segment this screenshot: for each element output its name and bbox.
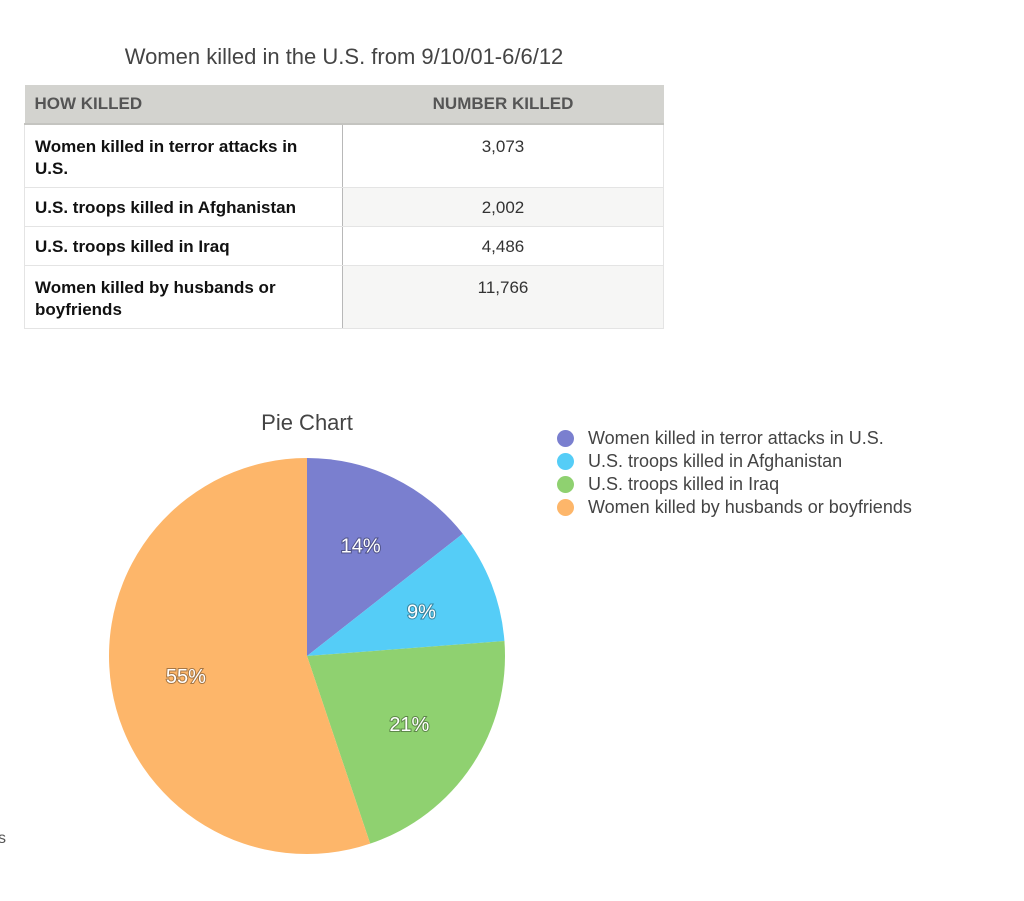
- row-value: 3,073: [342, 124, 664, 188]
- legend-swatch: [557, 453, 574, 470]
- legend-label: U.S. troops killed in Iraq: [588, 474, 780, 494]
- slice-percent-label: 21%: [389, 714, 429, 736]
- table-title: Women killed in the U.S. from 9/10/01-6/…: [124, 44, 564, 69]
- pie-slice: [307, 533, 505, 656]
- legend-swatch: [557, 430, 574, 447]
- pie-chart-title: Pie Chart: [261, 410, 353, 435]
- row-label: Women killed by husbands or boyfriends: [24, 265, 343, 329]
- legend-item: U.S. troops killed in Afghanistan: [557, 450, 912, 473]
- slice-percent-label: 9%: [407, 602, 436, 624]
- table-row: U.S. troops killed in Iraq 4,486: [24, 226, 664, 266]
- pie-slice: [307, 641, 506, 844]
- pie-slice: [109, 458, 371, 854]
- slice-percent-label: 14%: [341, 536, 381, 558]
- legend-label: U.S. troops killed in Afghanistan: [588, 451, 843, 471]
- legend-swatch: [557, 476, 574, 493]
- legend-item: U.S. troops killed in Iraq: [557, 473, 912, 496]
- table-row: Women killed in terror attacks in U.S. 3…: [24, 124, 664, 188]
- table-header-row: HOW KILLED NUMBER KILLED: [24, 85, 664, 125]
- pie-slice: [307, 458, 463, 656]
- table-row: U.S. troops killed in Afghanistan 2,002: [24, 187, 664, 227]
- row-label: U.S. troops killed in Iraq: [24, 226, 343, 266]
- row-value: 4,486: [342, 226, 664, 266]
- legend-item: Women killed in terror attacks in U.S.: [557, 427, 912, 450]
- pie-legend: Women killed in terror attacks in U.S. U…: [557, 427, 912, 519]
- data-table: HOW KILLED NUMBER KILLED Women killed in…: [24, 85, 664, 329]
- legend-swatch: [557, 499, 574, 516]
- stray-text-fragment: s: [0, 830, 6, 847]
- row-label: Women killed in terror attacks in U.S.: [24, 124, 343, 188]
- legend-label: Women killed in terror attacks in U.S.: [588, 428, 884, 448]
- header-how-killed: HOW KILLED: [24, 85, 343, 125]
- row-label: U.S. troops killed in Afghanistan: [24, 187, 343, 227]
- legend-label: Women killed by husbands or boyfriends: [588, 497, 912, 517]
- slice-percent-label: 55%: [166, 666, 206, 688]
- table-row: Women killed by husbands or boyfriends 1…: [24, 265, 664, 329]
- header-number-killed: NUMBER KILLED: [342, 85, 664, 125]
- pie-chart: 14% 9% 21% 55%: [109, 458, 506, 854]
- legend-item: Women killed by husbands or boyfriends: [557, 496, 912, 519]
- row-value: 11,766: [342, 265, 664, 329]
- row-value: 2,002: [342, 187, 664, 227]
